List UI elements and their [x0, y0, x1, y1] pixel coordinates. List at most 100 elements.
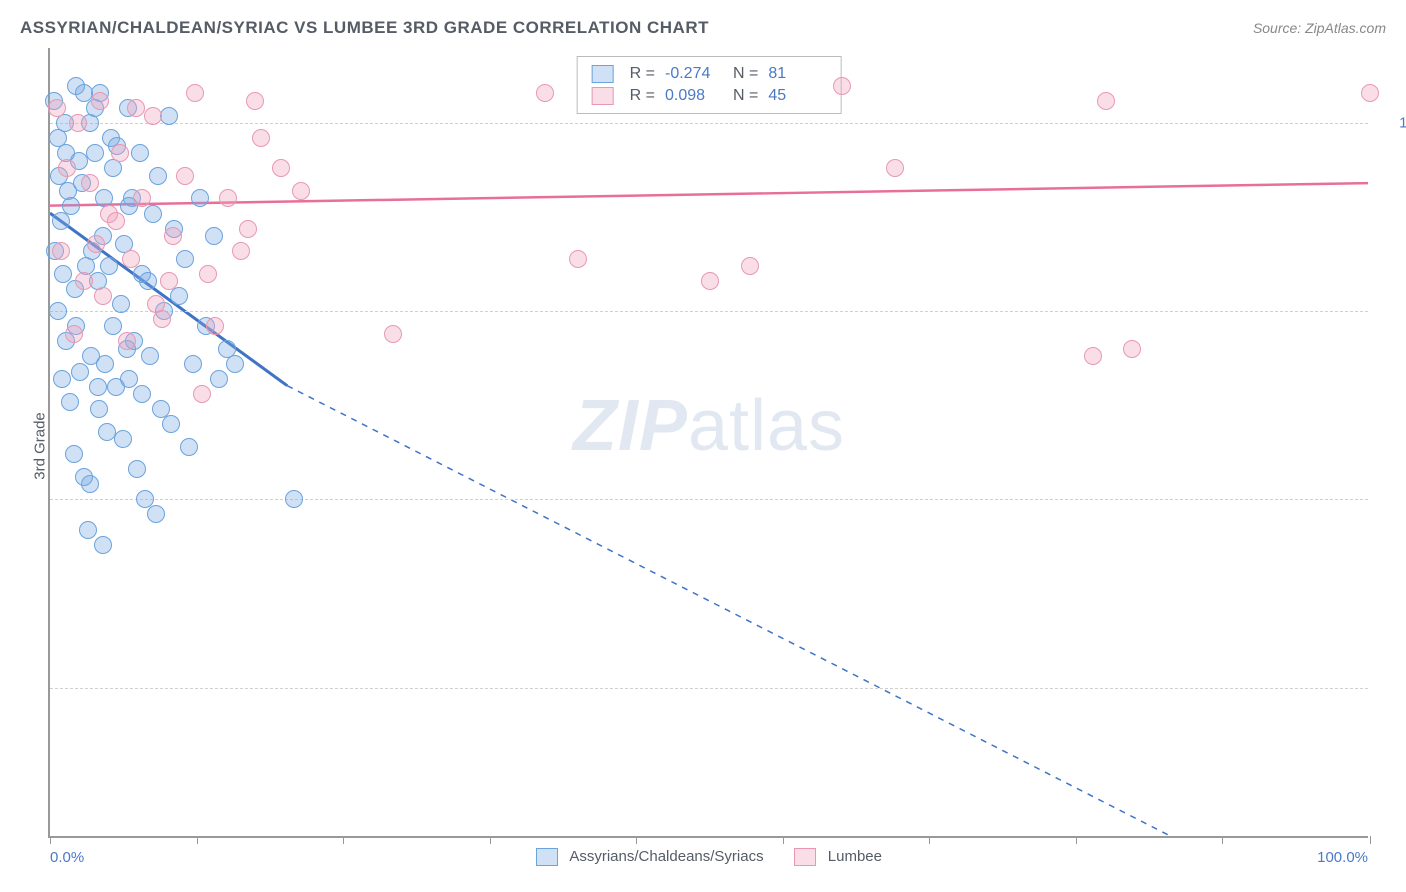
scatter-point-assyrian — [54, 265, 72, 283]
legend-swatch-assyrian — [592, 65, 614, 83]
y-tick-label: 95.0% — [1380, 491, 1406, 508]
scatter-point-lumbee — [52, 242, 70, 260]
scatter-point-lumbee — [886, 159, 904, 177]
scatter-point-lumbee — [81, 174, 99, 192]
scatter-point-lumbee — [701, 272, 719, 290]
scatter-point-assyrian — [162, 415, 180, 433]
scatter-point-assyrian — [89, 378, 107, 396]
scatter-point-assyrian — [71, 363, 89, 381]
scatter-point-assyrian — [49, 302, 67, 320]
scatter-point-lumbee — [58, 159, 76, 177]
legend-item-lumbee: Lumbee — [794, 848, 882, 866]
scatter-point-assyrian — [62, 197, 80, 215]
scatter-point-lumbee — [1097, 92, 1115, 110]
trendline-dashed-assyrian — [287, 386, 1170, 836]
x-tick — [1222, 836, 1223, 844]
scatter-point-assyrian — [180, 438, 198, 456]
scatter-point-lumbee — [127, 99, 145, 117]
scatter-point-lumbee — [147, 295, 165, 313]
trend-lines-svg — [50, 48, 1368, 836]
scatter-point-assyrian — [90, 400, 108, 418]
legend-label: Lumbee — [828, 848, 882, 865]
correlation-legend-row: R = -0.274 N = 81 — [592, 63, 827, 85]
legend-item-assyrian: Assyrians/Chaldeans/Syriacs — [536, 848, 764, 866]
scatter-point-assyrian — [131, 144, 149, 162]
scatter-point-lumbee — [239, 220, 257, 238]
y-axis-label: 3rd Grade — [31, 412, 48, 480]
scatter-point-lumbee — [384, 325, 402, 343]
x-tick — [636, 836, 637, 844]
scatter-point-assyrian — [141, 347, 159, 365]
scatter-point-assyrian — [210, 370, 228, 388]
scatter-point-lumbee — [536, 84, 554, 102]
scatter-point-lumbee — [48, 99, 66, 117]
y-tick-label: 100.0% — [1380, 115, 1406, 132]
scatter-point-lumbee — [741, 257, 759, 275]
source-attribution: Source: ZipAtlas.com — [1253, 20, 1386, 36]
trendline-solid-lumbee — [50, 183, 1368, 206]
correlation-legend: R = -0.274 N = 81 R = 0.098 N = 45 — [577, 56, 842, 114]
scatter-point-assyrian — [149, 167, 167, 185]
x-tick — [50, 836, 51, 844]
scatter-point-lumbee — [107, 212, 125, 230]
scatter-point-assyrian — [61, 393, 79, 411]
scatter-point-lumbee — [111, 144, 129, 162]
scatter-point-lumbee — [292, 182, 310, 200]
scatter-point-lumbee — [91, 92, 109, 110]
chart-title: ASSYRIAN/CHALDEAN/SYRIAC VS LUMBEE 3RD G… — [20, 18, 709, 38]
scatter-point-assyrian — [96, 355, 114, 373]
scatter-point-assyrian — [79, 521, 97, 539]
scatter-point-assyrian — [128, 460, 146, 478]
y-tick-label: 97.5% — [1380, 303, 1406, 320]
x-axis-min-label: 0.0% — [50, 849, 84, 866]
scatter-point-lumbee — [176, 167, 194, 185]
scatter-point-lumbee — [75, 272, 93, 290]
stat-n-value: 45 — [768, 87, 826, 105]
x-tick — [1370, 836, 1371, 844]
scatter-point-assyrian — [133, 385, 151, 403]
scatter-point-assyrian — [53, 370, 71, 388]
scatter-point-lumbee — [144, 107, 162, 125]
scatter-point-lumbee — [272, 159, 290, 177]
scatter-point-lumbee — [199, 265, 217, 283]
scatter-point-assyrian — [104, 317, 122, 335]
scatter-point-lumbee — [833, 77, 851, 95]
scatter-point-assyrian — [226, 355, 244, 373]
correlation-legend-row: R = 0.098 N = 45 — [592, 85, 827, 107]
gridline-horizontal — [50, 123, 1368, 124]
scatter-point-assyrian — [205, 227, 223, 245]
scatter-point-lumbee — [1123, 340, 1141, 358]
scatter-point-assyrian — [65, 445, 83, 463]
y-tick-label: 92.5% — [1380, 679, 1406, 696]
scatter-point-lumbee — [94, 287, 112, 305]
scatter-point-assyrian — [170, 287, 188, 305]
plot-area: ZIPatlas R = -0.274 N = 81 R = 0.098 N =… — [48, 48, 1368, 838]
legend-swatch-assyrian — [536, 848, 558, 866]
x-tick — [490, 836, 491, 844]
x-tick — [929, 836, 930, 844]
scatter-point-lumbee — [122, 250, 140, 268]
scatter-point-lumbee — [252, 129, 270, 147]
stat-r-label: R = — [630, 65, 655, 83]
stat-r-value: -0.274 — [665, 65, 723, 83]
stat-n-label: N = — [733, 65, 758, 83]
stat-n-label: N = — [733, 87, 758, 105]
scatter-point-assyrian — [86, 144, 104, 162]
legend-swatch-lumbee — [794, 848, 816, 866]
scatter-point-lumbee — [118, 332, 136, 350]
scatter-point-lumbee — [232, 242, 250, 260]
scatter-point-assyrian — [176, 250, 194, 268]
gridline-horizontal — [50, 311, 1368, 312]
watermark-light: atlas — [688, 386, 845, 466]
stat-r-value: 0.098 — [665, 87, 723, 105]
scatter-point-assyrian — [120, 370, 138, 388]
scatter-point-lumbee — [569, 250, 587, 268]
stat-n-value: 81 — [768, 65, 826, 83]
scatter-point-lumbee — [206, 317, 224, 335]
scatter-point-assyrian — [98, 423, 116, 441]
scatter-point-assyrian — [94, 536, 112, 554]
scatter-point-lumbee — [1361, 84, 1379, 102]
scatter-point-lumbee — [219, 189, 237, 207]
scatter-point-lumbee — [133, 189, 151, 207]
x-axis-max-label: 100.0% — [1317, 849, 1368, 866]
